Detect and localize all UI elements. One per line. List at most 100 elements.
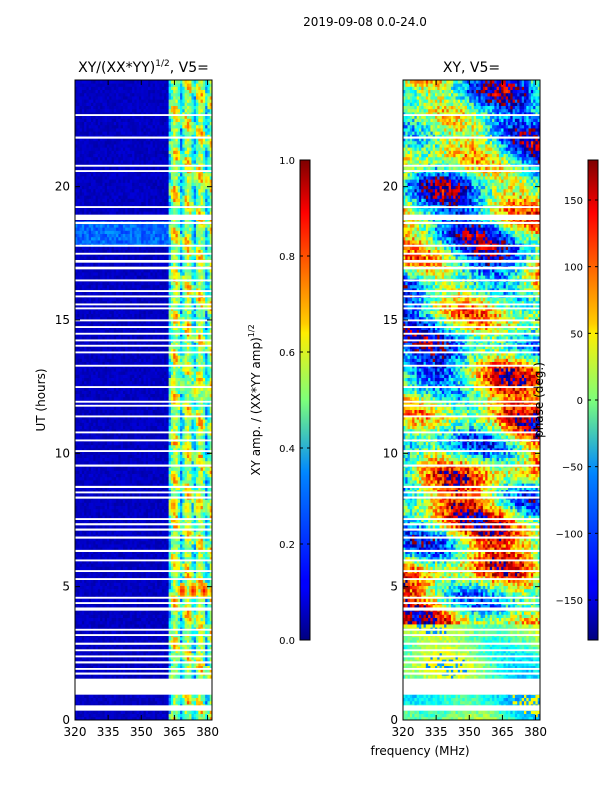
amplitude-heatmap-cell (184, 547, 188, 551)
amplitude-heatmap-cell (111, 646, 115, 650)
amplitude-heatmap-cell (177, 592, 181, 596)
amplitude-heatmap-cell (209, 630, 212, 634)
amplitude-heatmap-cell (113, 515, 117, 519)
amplitude-heatmap-cell (81, 614, 85, 618)
amplitude-heatmap-cell (175, 656, 179, 660)
amplitude-heatmap-cell (200, 470, 204, 474)
amplitude-heatmap-cell (202, 508, 206, 513)
amplitude-heatmap-cell (138, 512, 142, 516)
amplitude-heatmap-cell (189, 652, 192, 657)
amplitude-heatmap-cell (102, 480, 106, 484)
amplitude-heatmap-cell (186, 470, 190, 474)
amplitude-heatmap-cell (93, 668, 96, 673)
amplitude-heatmap-cell (202, 486, 206, 490)
amplitude-heatmap-cell (175, 643, 179, 647)
amplitude-heatmap-cell (134, 697, 138, 702)
amplitude-heatmap-cell (116, 550, 119, 554)
amplitude-heatmap-cell (93, 489, 96, 494)
amplitude-heatmap-cell (138, 617, 142, 622)
amplitude-heatmap-cell (189, 470, 192, 474)
amplitude-heatmap-cell (88, 582, 92, 586)
amplitude-heatmap-cell (93, 646, 96, 650)
amplitude-heatmap-cell (180, 646, 183, 650)
amplitude-heatmap-cell (93, 588, 96, 593)
amplitude-heatmap-cell (166, 540, 170, 545)
amplitude-heatmap-cell (118, 566, 122, 570)
amplitude-heatmap-cell (88, 697, 92, 702)
amplitude-heatmap-cell (106, 646, 110, 650)
amplitude-heatmap-cell (88, 566, 92, 570)
amplitude-heatmap-cell (120, 563, 124, 567)
amplitude-heatmap-cell (122, 515, 126, 519)
amplitude-heatmap-cell (150, 700, 154, 705)
amplitude-heatmap-cell (86, 697, 90, 702)
amplitude-heatmap-cell (79, 556, 83, 561)
amplitude-heatmap-cell (186, 588, 190, 593)
amplitude-heatmap-cell (100, 473, 103, 478)
amplitude-heatmap-cell (93, 492, 96, 497)
amplitude-heatmap-cell (134, 662, 138, 666)
amplitude-heatmap-cell (177, 457, 181, 462)
amplitude-heatmap-cell (122, 659, 126, 663)
amplitude-heatmap-cell (102, 614, 106, 618)
amplitude-heatmap-cell (136, 697, 140, 702)
amplitude-heatmap-cell (209, 662, 212, 666)
amplitude-heatmap-cell (170, 716, 174, 720)
amplitude-heatmap-cell (200, 518, 204, 522)
amplitude-heatmap-cell (202, 502, 206, 506)
amplitude-heatmap-cell (200, 598, 204, 602)
amplitude-heatmap-cell (81, 611, 85, 615)
amplitude-heatmap-cell (109, 563, 112, 567)
amplitude-heatmap-cell (145, 544, 149, 548)
amplitude-heatmap-cell (168, 614, 172, 618)
amplitude-heatmap-cell (86, 585, 90, 590)
amplitude-heatmap-cell (118, 656, 122, 660)
amplitude-heatmap-cell (184, 489, 188, 494)
amplitude-heatmap-cell (205, 617, 208, 622)
amplitude-heatmap-cell (77, 476, 80, 481)
amplitude-heatmap-cell (173, 518, 176, 522)
amplitude-heatmap-cell (120, 470, 124, 474)
amplitude-heatmap-cell (161, 611, 165, 615)
amplitude-heatmap-cell (111, 566, 115, 570)
amplitude-heatmap-cell (93, 515, 96, 519)
amplitude-heatmap-cell (106, 457, 110, 462)
amplitude-heatmap-cell (134, 505, 138, 510)
amplitude-heatmap-cell (102, 515, 106, 519)
amplitude-heatmap-cell (173, 499, 176, 503)
amplitude-heatmap-cell (118, 476, 122, 481)
amplitude-heatmap-cell (196, 512, 199, 516)
amplitude-heatmap-cell (159, 512, 163, 516)
amplitude-heatmap-cell (145, 553, 149, 558)
amplitude-heatmap-cell (198, 598, 201, 602)
amplitude-heatmap-cell (170, 662, 174, 666)
amplitude-heatmap-cell (164, 716, 167, 720)
amplitude-heatmap-cell (100, 508, 103, 513)
amplitude-heatmap-cell (182, 576, 185, 580)
amplitude-heatmap-cell (81, 454, 85, 458)
amplitude-heatmap-cell (161, 550, 165, 554)
amplitude-heatmap-cell (118, 480, 122, 484)
amplitude-heatmap-cell (141, 560, 144, 564)
amplitude-heatmap-cell (132, 489, 135, 494)
amplitude-heatmap-cell (129, 652, 133, 657)
amplitude-heatmap-cell (205, 697, 208, 702)
amplitude-heatmap-cell (141, 700, 144, 705)
amplitude-heatmap-cell (186, 544, 190, 548)
amplitude-heatmap-cell (106, 659, 110, 663)
amplitude-heatmap-cell (200, 473, 204, 478)
amplitude-heatmap-cell (157, 518, 160, 522)
amplitude-heatmap-cell (148, 553, 151, 558)
amplitude-heatmap-cell (191, 604, 195, 609)
amplitude-heatmap-cell (145, 563, 149, 567)
amplitude-heatmap-cell (209, 518, 212, 522)
amplitude-heatmap-cell (143, 643, 147, 647)
amplitude-heatmap-cell (100, 512, 103, 516)
amplitude-heatmap-cell (79, 457, 83, 462)
amplitude-heatmap-cell (125, 659, 128, 663)
amplitude-heatmap-cell (193, 566, 197, 570)
amplitude-heatmap-cell (198, 524, 201, 529)
amplitude-heatmap-cell (100, 489, 103, 494)
amplitude-heatmap-cell (141, 649, 144, 654)
amplitude-heatmap-cell (100, 620, 103, 625)
